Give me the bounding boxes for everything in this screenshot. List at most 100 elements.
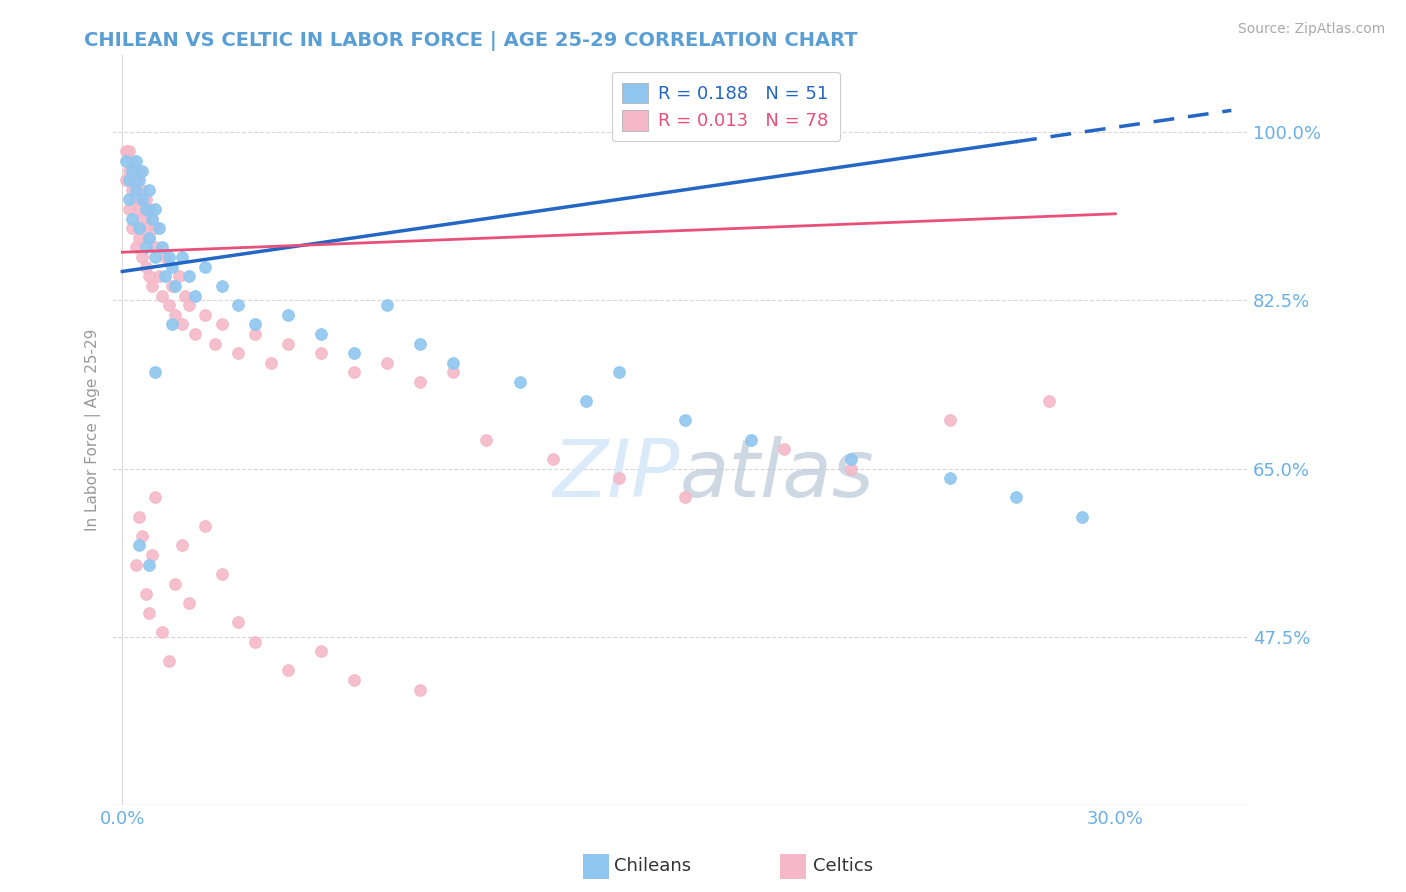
Point <box>121 221 143 235</box>
Point <box>145 366 167 380</box>
Point <box>138 183 160 197</box>
Point <box>148 221 170 235</box>
Y-axis label: In Labor Force | Age 25-29: In Labor Force | Age 25-29 <box>86 329 101 532</box>
Point <box>118 192 141 206</box>
Point <box>138 558 160 572</box>
Point <box>194 519 217 533</box>
Text: Celtics: Celtics <box>813 857 873 875</box>
Point <box>773 442 796 457</box>
Point <box>128 202 150 216</box>
Point <box>375 298 398 312</box>
Point <box>134 586 156 600</box>
Point <box>260 356 283 370</box>
Point <box>131 211 153 226</box>
Point <box>243 634 266 648</box>
Point <box>141 279 163 293</box>
Point <box>177 298 200 312</box>
Point <box>124 173 146 187</box>
Point <box>309 346 332 360</box>
Point <box>145 491 167 505</box>
Point <box>157 298 180 312</box>
Point <box>170 318 193 332</box>
Point <box>134 260 156 274</box>
Point <box>939 413 962 427</box>
Point <box>839 452 862 467</box>
Point <box>343 346 366 360</box>
Point <box>1038 394 1060 409</box>
Point <box>277 336 299 351</box>
Point <box>118 202 141 216</box>
Point <box>114 173 136 187</box>
Point <box>243 318 266 332</box>
Point <box>150 625 173 640</box>
Point <box>343 366 366 380</box>
Text: ZIP: ZIP <box>553 436 681 514</box>
Point <box>167 269 190 284</box>
Point <box>441 356 464 370</box>
Point <box>124 153 146 168</box>
Point <box>194 308 217 322</box>
Point <box>155 250 177 264</box>
Point <box>673 413 696 427</box>
Point <box>160 279 183 293</box>
Point <box>194 260 217 274</box>
Point <box>409 336 432 351</box>
Point <box>128 221 150 235</box>
Point <box>170 539 193 553</box>
Point <box>226 346 249 360</box>
Point <box>131 529 153 543</box>
Point <box>128 163 150 178</box>
Point <box>184 288 207 302</box>
Point <box>145 221 167 235</box>
Point <box>277 664 299 678</box>
Text: atlas: atlas <box>681 436 875 514</box>
Point <box>138 231 160 245</box>
Point <box>138 202 160 216</box>
Point <box>243 326 266 341</box>
Point <box>160 318 183 332</box>
Point <box>124 240 146 254</box>
Point <box>160 260 183 274</box>
Point <box>131 183 153 197</box>
Point <box>441 366 464 380</box>
Point <box>673 491 696 505</box>
Point <box>150 288 173 302</box>
Point <box>124 183 146 197</box>
Point <box>375 356 398 370</box>
Point <box>134 192 156 206</box>
Point <box>226 615 249 630</box>
Point <box>409 682 432 697</box>
Point <box>118 163 141 178</box>
Point <box>409 375 432 389</box>
Point <box>138 269 160 284</box>
Point <box>145 202 167 216</box>
Point <box>277 308 299 322</box>
Point <box>121 211 143 226</box>
Point <box>177 269 200 284</box>
Point <box>141 548 163 562</box>
Point <box>1005 491 1028 505</box>
Point <box>121 153 143 168</box>
Point <box>114 145 136 159</box>
Point <box>138 231 160 245</box>
Point <box>177 596 200 610</box>
Point <box>211 318 233 332</box>
Point <box>309 326 332 341</box>
Point <box>121 163 143 178</box>
Point <box>343 673 366 687</box>
Point <box>165 279 187 293</box>
Point <box>145 240 167 254</box>
Point <box>138 606 160 620</box>
Point <box>128 231 150 245</box>
Legend: R = 0.188   N = 51, R = 0.013   N = 78: R = 0.188 N = 51, R = 0.013 N = 78 <box>612 71 839 141</box>
Point <box>509 375 531 389</box>
Point <box>134 202 156 216</box>
Point <box>124 192 146 206</box>
Point <box>839 461 862 475</box>
Point <box>165 308 187 322</box>
Point <box>134 240 156 254</box>
Point <box>150 240 173 254</box>
Point <box>184 326 207 341</box>
Point <box>475 433 498 447</box>
Text: CHILEAN VS CELTIC IN LABOR FORCE | AGE 25-29 CORRELATION CHART: CHILEAN VS CELTIC IN LABOR FORCE | AGE 2… <box>84 31 858 51</box>
